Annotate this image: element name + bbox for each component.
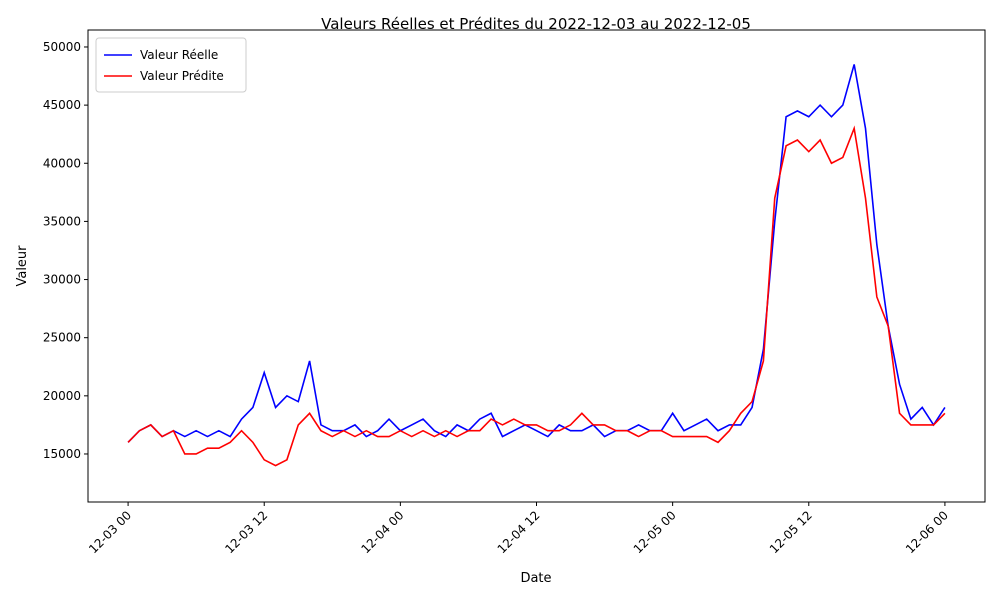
chart-title: Valeurs Réelles et Prédites du 2022-12-0…: [321, 15, 751, 33]
legend-box: [95, 37, 247, 93]
y-tick-label: 20000: [43, 389, 81, 403]
legend: Valeur Réelle Valeur Prédite: [95, 37, 247, 93]
x-axis-label: Date: [520, 571, 551, 586]
data-line: [127, 125, 946, 467]
x-tick-label: 12-05 00: [631, 508, 679, 556]
y-tick-label: 15000: [43, 447, 81, 461]
x-tick-label: 12-04 12: [495, 508, 543, 556]
x-tick-label: 12-03 00: [86, 508, 134, 556]
x-tick-label: 12-05 12: [767, 508, 815, 556]
x-tick-label: 12-04 00: [358, 508, 406, 556]
x-tick-label: 12-03 12: [222, 508, 270, 556]
legend-label: Valeur Prédite: [140, 69, 224, 83]
data-line: [127, 64, 946, 443]
y-tick-label: 25000: [43, 331, 81, 345]
x-tick-label: 12-06 00: [903, 508, 951, 556]
y-tick-label: 50000: [43, 40, 81, 54]
y-tick-label: 40000: [43, 156, 81, 170]
legend-label: Valeur Réelle: [140, 48, 218, 62]
plot-frame: [87, 29, 986, 503]
y-tick-label: 30000: [43, 273, 81, 287]
y-tick-label: 45000: [43, 98, 81, 112]
y-axis-label: Valeur: [15, 245, 30, 287]
y-tick-label: 35000: [43, 214, 81, 228]
